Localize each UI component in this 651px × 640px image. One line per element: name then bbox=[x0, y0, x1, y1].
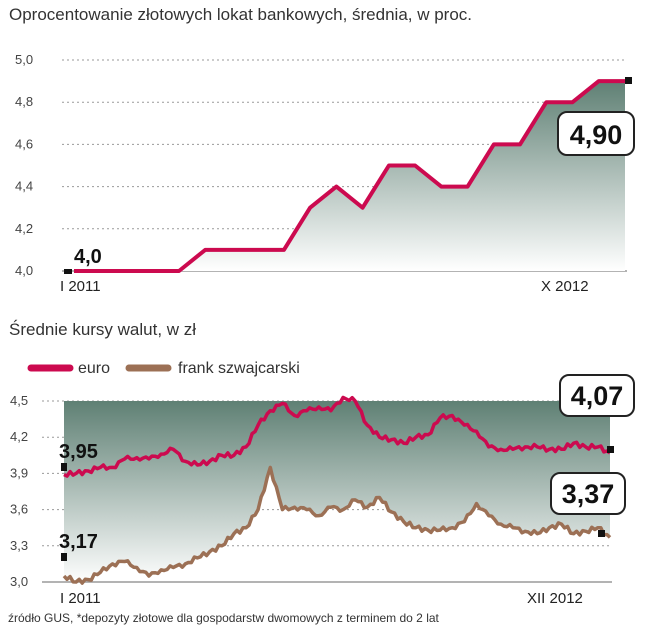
chart1-y-tick: 4,2 bbox=[15, 221, 33, 236]
chart1-x-label-start: I 2011 bbox=[60, 278, 101, 295]
chart2-chf-start-marker bbox=[61, 553, 67, 561]
chart1-start-label: 4,0 bbox=[74, 246, 102, 268]
chart2-series-line-euro bbox=[63, 395, 611, 478]
chart2-chf-end-marker bbox=[598, 530, 605, 537]
chart1-y-tick: 4,8 bbox=[15, 94, 33, 109]
chart2-euro-end-label: 4,07 bbox=[571, 381, 624, 411]
chart1-end-bubble bbox=[557, 111, 635, 156]
chart1-y-tick: 5,0 bbox=[15, 52, 33, 67]
chart2-chf-end-label: 3,37 bbox=[562, 479, 615, 509]
legend-chf-label: frank szwajcarski bbox=[178, 360, 300, 377]
chart2-title: Średnie kursy walut, w zł bbox=[9, 320, 196, 339]
chart2-area-fill bbox=[64, 401, 610, 584]
chart2-euro-end-marker bbox=[607, 446, 614, 453]
chart2-y-tick: 3,3 bbox=[10, 538, 28, 553]
chart1-x-label-end: X 2012 bbox=[541, 278, 589, 295]
source-note: źródło GUS, *depozyty złotowe dla gospod… bbox=[8, 611, 440, 625]
chart1-end-label: 4,90 bbox=[570, 120, 623, 150]
chart2-y-axis: 3,0 3,3 3,6 3,9 4,2 4,5 bbox=[10, 393, 28, 589]
chart2-y-tick: 4,5 bbox=[10, 393, 28, 408]
chart2-x-label-start: I 2011 bbox=[60, 590, 101, 607]
chart1-title: Oprocentowanie złotowych lokat bankowych… bbox=[9, 5, 472, 24]
chart2-chf-end-bubble bbox=[550, 472, 626, 515]
chart2-series-line-chf bbox=[62, 465, 612, 585]
chart2-y-tick: 3,6 bbox=[10, 502, 28, 517]
chart2-y-tick: 4,2 bbox=[10, 429, 28, 444]
chart2-y-tick: 3,0 bbox=[10, 574, 28, 589]
chart1-y-tick: 4,4 bbox=[15, 179, 33, 194]
chart1-y-axis: 4,0 4,2 4,4 4,6 4,8 5,0 bbox=[15, 52, 33, 278]
chart2-euro-end-bubble bbox=[559, 374, 635, 417]
chart1-area-fill bbox=[74, 81, 625, 271]
chart2-euro-start-label: 3,95 bbox=[59, 441, 98, 463]
chart2-chf-start-label: 3,17 bbox=[59, 531, 98, 553]
legend-euro-label: euro bbox=[78, 360, 110, 377]
chart2-y-tick: 3,9 bbox=[10, 465, 28, 480]
chart2-x-label-end: XII 2012 bbox=[527, 590, 583, 607]
chart1-y-tick: 4,0 bbox=[15, 263, 33, 278]
chart2-euro-start-marker bbox=[61, 463, 67, 471]
chart1-end-marker bbox=[625, 77, 632, 84]
chart1-start-marker bbox=[64, 269, 72, 274]
chart1-y-tick: 4,6 bbox=[15, 136, 33, 151]
chart1-series-line bbox=[74, 79, 625, 273]
